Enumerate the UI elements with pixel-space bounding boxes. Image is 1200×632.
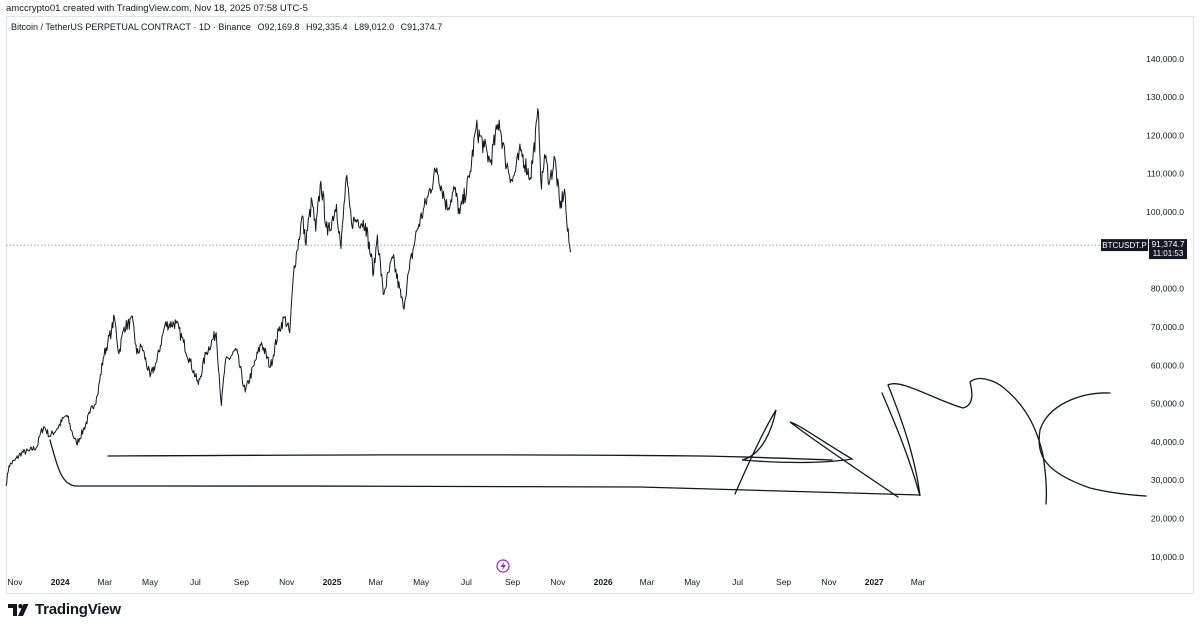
x-tick-label: Sep — [234, 577, 249, 587]
y-tick-label: 70,000.0 — [1151, 322, 1184, 332]
drawing-letter-a — [734, 409, 899, 498]
drawing-stroke-vertical — [999, 384, 1048, 505]
ohlc-close: C91,374.7 — [400, 22, 443, 32]
y-tick-label: 100,000.0 — [1146, 207, 1184, 217]
y-tick-label: 80,000.0 — [1151, 284, 1184, 294]
x-tick-label: Mar — [640, 577, 655, 587]
symbol-title: Bitcoin / TetherUS PERPETUAL CONTRACT · … — [11, 22, 251, 32]
brand-name: TradingView — [35, 601, 121, 618]
x-tick-label: Nov — [821, 577, 837, 587]
price-axis: 10,000.0 20,000.0 30,000.0 40,000.0 50,000.0… — [1146, 54, 1184, 562]
y-tick-label: 110,000.0 — [1147, 169, 1184, 179]
x-tick-label: 2024 — [51, 577, 70, 587]
hand-drawn-annotations — [49, 377, 1147, 505]
x-tick-label: Jul — [461, 577, 472, 587]
x-tick-label: Sep — [505, 577, 520, 587]
y-tick-label: 130,000.0 — [1146, 92, 1184, 102]
price-series-line — [5, 108, 571, 487]
price-tag-price: 91,374.7 — [1151, 239, 1184, 249]
price-tag-countdown: 11:01:53 — [1153, 249, 1184, 258]
y-tick-label: 40,000.0 — [1151, 437, 1184, 447]
x-tick-label: Mar — [369, 577, 384, 587]
x-tick-label: May — [684, 577, 701, 587]
ohlc-high: H92,335.4 — [306, 22, 348, 32]
plot-layer — [5, 108, 571, 487]
lightning-icon[interactable] — [496, 559, 510, 573]
x-tick-label: Mar — [97, 577, 112, 587]
drawing-letter-m — [881, 377, 1001, 497]
y-tick-label: 30,000.0 — [1151, 475, 1184, 485]
header-credit: amccrypto01 created with TradingView.com… — [6, 3, 308, 14]
x-tick-label: Sep — [776, 577, 791, 587]
time-axis: Nov 2024 Mar May Jul Sep Nov 2025 Mar May Jul Sep No… — [7, 577, 925, 587]
ohlc-low: L89,012.0 — [354, 22, 395, 32]
x-tick-label: Nov — [550, 577, 566, 587]
tradingview-logo-icon — [8, 603, 29, 616]
y-tick-label: 10,000.0 — [1151, 552, 1184, 562]
x-tick-label: May — [142, 577, 159, 587]
current-price-tag: BTCUSDT.P 91,374.7 11:01:53 — [1101, 239, 1187, 260]
x-tick-label: Jul — [732, 577, 743, 587]
x-tick-label: 2027 — [865, 577, 884, 587]
y-tick-label: 20,000.0 — [1151, 514, 1184, 524]
y-tick-label: 140,000.0 — [1146, 54, 1184, 64]
x-tick-label: Nov — [279, 577, 295, 587]
tradingview-branding[interactable]: TradingView — [8, 601, 121, 618]
x-tick-label: Mar — [911, 577, 926, 587]
y-tick-label: 120,000.0 — [1146, 130, 1184, 140]
y-tick-label: 50,000.0 — [1151, 399, 1184, 409]
x-tick-label: 2025 — [323, 577, 342, 587]
x-tick-label: 2026 — [594, 577, 613, 587]
symbol-legend: Bitcoin / TetherUS PERPETUAL CONTRACT · … — [11, 22, 442, 32]
ohlc-open: O92,169.8 — [257, 22, 300, 32]
drawing-letter-c — [1038, 392, 1147, 497]
drawing-lower-curve — [49, 439, 921, 496]
x-tick-label: May — [413, 577, 430, 587]
x-tick-label: Jul — [190, 577, 201, 587]
price-tag-ticker: BTCUSDT.P — [1102, 241, 1146, 250]
chart-frame — [6, 16, 1194, 594]
y-tick-label: 60,000.0 — [1151, 360, 1184, 370]
x-tick-label: Nov — [7, 577, 23, 587]
drawing-upper-line — [107, 454, 833, 461]
